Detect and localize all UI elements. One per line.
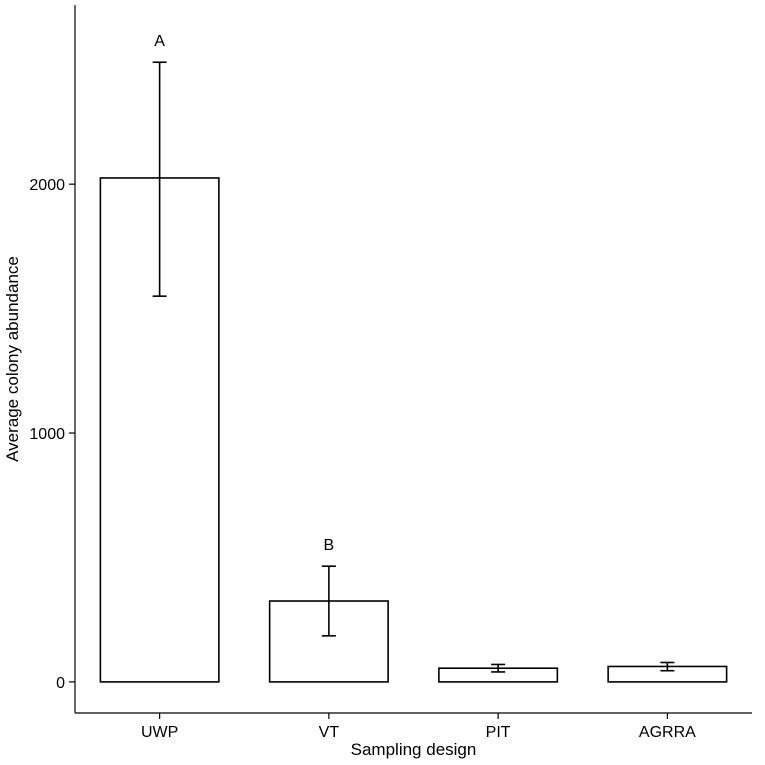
x-tick-label: PIT <box>486 724 511 741</box>
x-tick-label: VT <box>319 724 340 741</box>
error-bar-vt <box>321 565 336 637</box>
plot-area: AB <box>99 33 728 683</box>
y-axis-ticks: 0 1000 2000 <box>29 177 75 692</box>
y-tick-label: 2000 <box>29 177 65 194</box>
error-bar-pit <box>491 663 506 673</box>
significance-label: A <box>154 33 165 50</box>
significance-labels-group: AB <box>154 33 334 554</box>
error-bar-uwp <box>152 61 167 297</box>
y-tick-label: 0 <box>56 675 65 692</box>
x-tick-label: UWP <box>141 724 178 741</box>
error-bar-agrra <box>660 661 675 672</box>
y-axis-title: Average colony abundance <box>3 256 22 462</box>
error-bars-group <box>152 61 675 673</box>
bars-group <box>99 177 728 683</box>
x-axis-title: Sampling design <box>351 740 477 759</box>
x-axis-ticks: UWP VT PIT AGRRA <box>141 713 696 741</box>
y-tick-label: 1000 <box>29 426 65 443</box>
significance-label: B <box>324 537 335 554</box>
x-tick-label: AGRRA <box>639 724 696 741</box>
